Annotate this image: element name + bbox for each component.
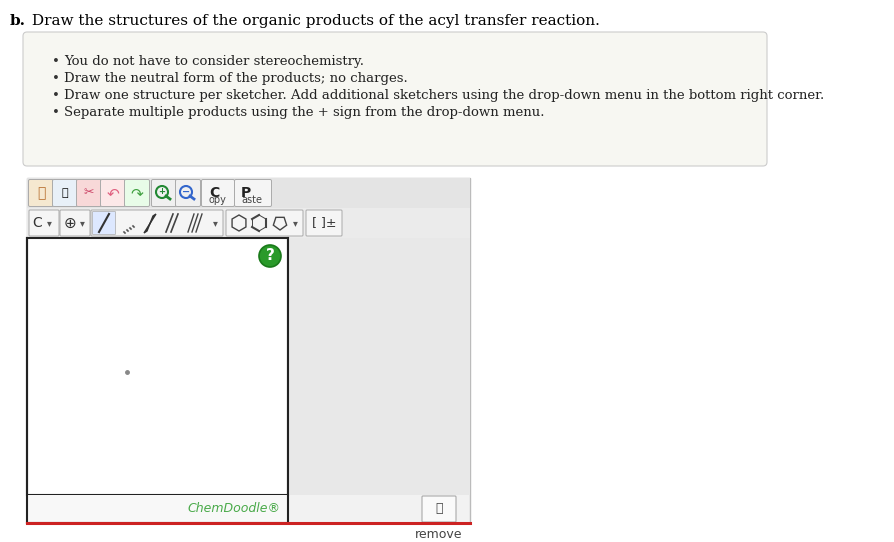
Text: Draw the structures of the organic products of the acyl transfer reaction.: Draw the structures of the organic produ… <box>27 14 599 28</box>
Text: ⊕: ⊕ <box>63 216 76 230</box>
FancyBboxPatch shape <box>29 210 59 236</box>
Bar <box>288 238 469 495</box>
Text: ↷: ↷ <box>131 186 143 202</box>
FancyBboxPatch shape <box>53 179 78 207</box>
FancyBboxPatch shape <box>60 210 90 236</box>
Text: ?: ? <box>266 248 274 263</box>
Text: aste: aste <box>240 195 262 205</box>
FancyBboxPatch shape <box>29 179 54 207</box>
Polygon shape <box>144 214 156 233</box>
FancyBboxPatch shape <box>226 210 303 236</box>
Text: remove: remove <box>414 527 461 540</box>
Bar <box>27 178 469 208</box>
Text: ▾: ▾ <box>292 218 297 228</box>
Bar <box>27 495 288 523</box>
Text: •: • <box>52 106 60 119</box>
Text: •: • <box>52 89 60 102</box>
Text: You do not have to consider stereochemistry.: You do not have to consider stereochemis… <box>64 55 364 68</box>
Text: ✂: ✂ <box>84 186 94 199</box>
Circle shape <box>258 245 281 267</box>
Text: ChemDoodle®: ChemDoodle® <box>187 502 280 515</box>
Text: opy: opy <box>209 195 226 205</box>
Text: ↶: ↶ <box>106 186 119 202</box>
FancyBboxPatch shape <box>124 179 149 207</box>
Text: •: • <box>52 55 60 68</box>
Bar <box>27 208 469 238</box>
FancyBboxPatch shape <box>175 179 200 207</box>
FancyBboxPatch shape <box>100 179 125 207</box>
FancyBboxPatch shape <box>201 179 234 207</box>
Text: 🧪: 🧪 <box>62 188 68 198</box>
FancyBboxPatch shape <box>422 496 455 522</box>
Text: Draw one structure per sketcher. Add additional sketchers using the drop-down me: Draw one structure per sketcher. Add add… <box>64 89 823 102</box>
FancyBboxPatch shape <box>92 211 115 235</box>
FancyBboxPatch shape <box>151 179 176 207</box>
Text: +: + <box>158 188 165 197</box>
Text: ▾: ▾ <box>212 218 217 228</box>
FancyBboxPatch shape <box>76 179 101 207</box>
Text: •: • <box>52 72 60 85</box>
FancyBboxPatch shape <box>91 210 223 236</box>
Text: [ ]±: [ ]± <box>311 216 336 229</box>
FancyBboxPatch shape <box>306 210 342 236</box>
Text: ⌵: ⌵ <box>434 502 443 515</box>
Text: ▾: ▾ <box>80 218 84 228</box>
Text: ▾: ▾ <box>46 218 51 228</box>
Text: −: − <box>181 187 190 197</box>
Text: Separate multiple products using the + sign from the drop-down menu.: Separate multiple products using the + s… <box>64 106 544 119</box>
Text: b.: b. <box>10 14 26 28</box>
Bar <box>27 495 288 523</box>
Text: C: C <box>209 186 219 200</box>
FancyBboxPatch shape <box>234 179 271 207</box>
Text: Draw the neutral form of the products; no charges.: Draw the neutral form of the products; n… <box>64 72 408 85</box>
Bar <box>27 238 288 495</box>
FancyBboxPatch shape <box>23 32 766 166</box>
Text: P: P <box>240 186 251 200</box>
Bar <box>27 178 469 523</box>
Text: ✋: ✋ <box>37 186 45 200</box>
Text: C: C <box>32 216 42 230</box>
